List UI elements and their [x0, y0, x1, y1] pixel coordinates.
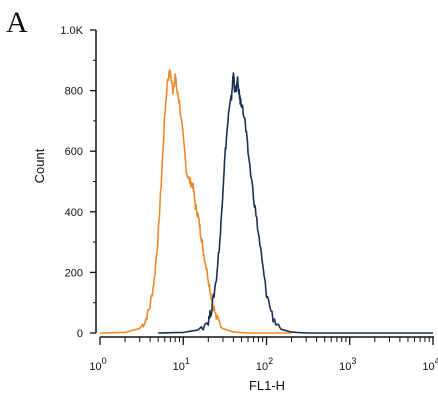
y-tick-label: 600 — [65, 146, 83, 158]
axes: 0 200 400 600 800 1.0K 100 101 102 103 104 — [60, 25, 438, 373]
x-tick-label: 101 — [173, 356, 190, 373]
y-axis-title: Count — [32, 148, 47, 183]
x-axis-title: FL1-H — [249, 378, 285, 393]
panel-label: A — [6, 6, 28, 39]
y-tick-label: 400 — [65, 207, 83, 219]
y-tick-label: 1.0K — [60, 25, 83, 37]
x-tick-label: 102 — [256, 356, 273, 373]
series-line-2 — [158, 72, 433, 334]
x-tick-label: 103 — [339, 356, 356, 373]
x-tick-label: 104 — [422, 356, 438, 373]
y-tick-label: 800 — [65, 86, 83, 98]
series-layer — [99, 69, 433, 334]
x-tick-label: 100 — [89, 356, 106, 373]
y-tick-label: 200 — [65, 267, 83, 279]
y-tick-label: 0 — [77, 328, 83, 340]
series-line-1 — [99, 69, 292, 334]
